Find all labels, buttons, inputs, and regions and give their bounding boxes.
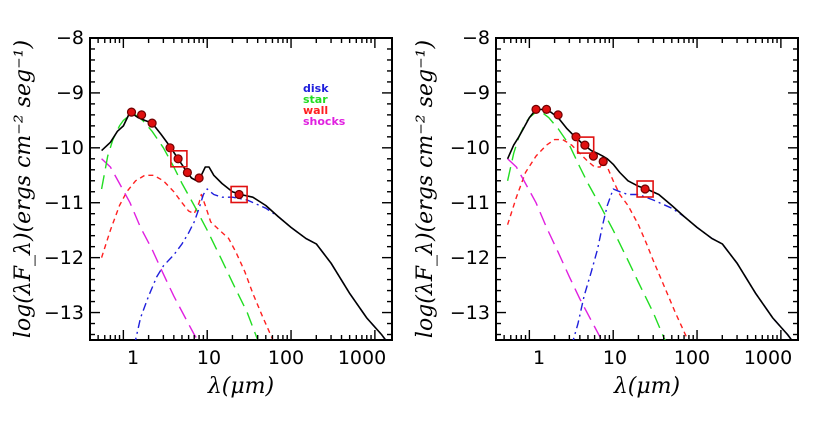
right-ytick-label: −9 <box>462 82 490 104</box>
right-marked-point-box <box>576 136 595 154</box>
left-observed-point <box>194 173 204 183</box>
right-series-wall-line <box>506 138 689 340</box>
left-ytick-label: −12 <box>44 247 84 269</box>
left-panel: −8 −9 −10 −11 −12 −13 1 10 100 1000 λ(μm… <box>11 27 393 399</box>
legend-item-wall: wall <box>303 104 328 117</box>
right-observed-point <box>580 140 590 150</box>
right-series-star-line <box>506 111 666 340</box>
left-observed-point <box>165 143 175 153</box>
left-xtick-label: 1000 <box>338 347 386 369</box>
right-plot-area <box>495 37 799 341</box>
left-ytick-label: −9 <box>56 82 84 104</box>
right-plot-frame <box>495 37 799 341</box>
left-series-shocks-line <box>101 158 199 340</box>
right-ytick-label: −11 <box>450 192 490 214</box>
left-xtick-label: 100 <box>268 347 304 369</box>
right-observed-point <box>640 184 650 194</box>
left-series-star-line <box>100 114 259 340</box>
left-observed-point <box>126 107 137 117</box>
legend-item-shocks: shocks <box>303 115 346 128</box>
right-observed-point <box>541 104 552 115</box>
left-y-axis-label: log(λF_λ)(ergs cm⁻² seg⁻¹) <box>11 40 36 338</box>
right-xtick-label: 100 <box>674 347 710 369</box>
left-marked-point-box <box>230 185 248 204</box>
left-x-axis-label: λ(μm) <box>207 374 274 399</box>
right-xtick-label: 1000 <box>744 347 792 369</box>
right-marked-point-box <box>636 180 654 198</box>
right-observed-point <box>553 110 563 120</box>
right-ytick-label: −10 <box>450 137 490 159</box>
right-observed-point <box>531 104 541 115</box>
right-series-shocks-line <box>507 158 603 340</box>
left-ytick-label: −8 <box>56 27 84 49</box>
left-ticks-layer <box>89 37 392 340</box>
right-xtick-label: 10 <box>603 347 627 369</box>
right-observed-point <box>598 156 608 167</box>
left-plot-frame <box>89 37 393 341</box>
left-observed-point <box>182 167 192 178</box>
left-xtick-label: 1 <box>127 347 139 369</box>
left-plot-area <box>89 37 393 341</box>
right-ytick-label: −8 <box>462 27 490 49</box>
left-observed-point <box>173 154 183 164</box>
left-ytick-label: −11 <box>44 192 84 214</box>
right-series-disk-line <box>572 188 793 340</box>
left-series-disk-line <box>134 188 387 340</box>
right-x-axis-label: λ(μm) <box>613 374 680 399</box>
right-series-total-line <box>506 108 793 340</box>
left-xtick-label: 10 <box>197 347 221 369</box>
right-panel: −8 −9 −10 −11 −12 −13 1 10 100 1000 λ(μm… <box>413 27 799 399</box>
legend-item-disk: disk <box>303 82 329 95</box>
right-xtick-label: 1 <box>533 347 545 369</box>
left-observed-point <box>234 189 244 200</box>
left-series-total-line <box>101 111 387 340</box>
right-ytick-label: −12 <box>450 247 490 269</box>
left-observed-point <box>137 110 147 120</box>
right-ytick-label: −13 <box>450 302 490 324</box>
legend: disk star wall shocks <box>303 82 346 128</box>
left-observed-point <box>147 118 157 128</box>
left-marked-point-box <box>170 150 188 168</box>
right-y-axis-label: log(λF_λ)(ergs cm⁻² seg⁻¹) <box>413 40 438 338</box>
left-ytick-label: −13 <box>44 302 84 324</box>
left-ytick-label: −10 <box>44 137 84 159</box>
left-series-wall-line <box>100 174 274 340</box>
left-series-layer <box>100 107 387 340</box>
right-ticks-layer <box>495 37 798 340</box>
right-series-layer <box>506 104 793 340</box>
legend-item-star: star <box>303 93 328 106</box>
